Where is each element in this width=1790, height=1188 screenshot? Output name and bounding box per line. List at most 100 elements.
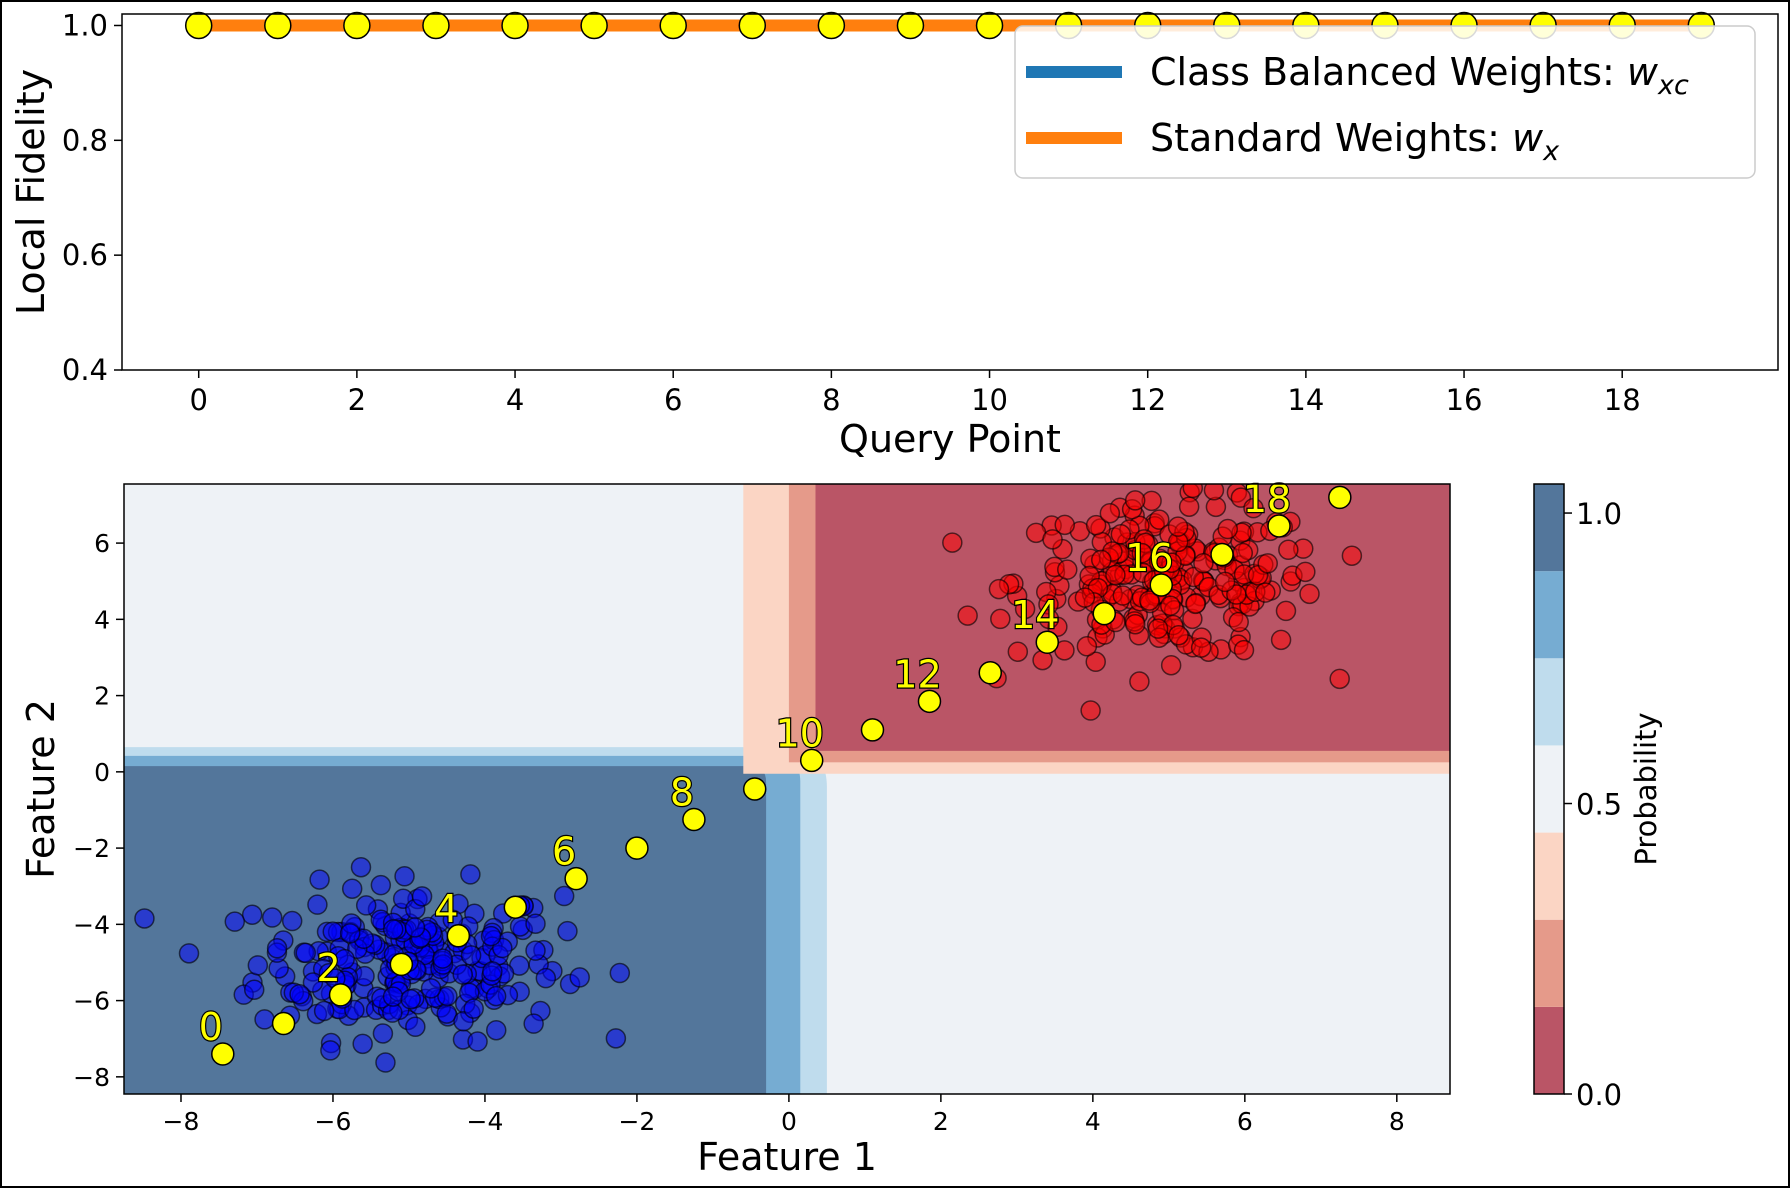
query-point-11 bbox=[860, 718, 885, 742]
colorbar-band-3 bbox=[1534, 745, 1564, 833]
cluster-0-point bbox=[243, 979, 265, 1000]
cluster-0-point bbox=[307, 894, 328, 915]
cluster-1-point bbox=[1168, 624, 1189, 646]
feature2-tick-label-0: −8 bbox=[73, 1063, 110, 1092]
cluster-1-point bbox=[1275, 600, 1297, 622]
cluster-0-point bbox=[525, 940, 546, 961]
cluster-0-point bbox=[394, 866, 415, 887]
cluster-0-point bbox=[420, 978, 442, 999]
feature2-tick-label-7: 6 bbox=[94, 529, 110, 558]
fidelity-xtick-label-3: 6 bbox=[664, 383, 682, 417]
query-point-7 bbox=[625, 836, 649, 860]
fidelity-ytick-label-1: 0.6 bbox=[62, 238, 108, 272]
cluster-0-point bbox=[405, 1016, 426, 1038]
cluster-1-point bbox=[1182, 484, 1204, 499]
query-point-label-0: 0 bbox=[199, 1005, 223, 1049]
cluster-0-point bbox=[411, 886, 433, 907]
query-point-17 bbox=[1210, 542, 1234, 567]
cluster-0-point bbox=[352, 1033, 373, 1055]
cluster-1-point bbox=[1038, 608, 1060, 630]
cluster-1-point bbox=[1255, 582, 1276, 603]
query-point-label-4: 4 bbox=[434, 887, 458, 931]
cluster-0-point bbox=[382, 919, 404, 940]
fidelity-marker-6 bbox=[659, 11, 687, 40]
cluster-1-point bbox=[1054, 514, 1075, 536]
cluster-0-point bbox=[400, 989, 421, 1010]
legend-label-standard: Standard Weights: wx bbox=[1150, 116, 1560, 167]
query-point-8 bbox=[682, 807, 706, 832]
decision-plot-frame bbox=[123, 483, 1451, 1095]
cluster-1-point bbox=[1014, 598, 1036, 620]
fidelity-xtick-label-0: 0 bbox=[189, 383, 207, 417]
cluster-1-point bbox=[1124, 490, 1146, 511]
fidelity-xtick-label-7: 14 bbox=[1287, 383, 1324, 417]
cluster-0-point bbox=[523, 1013, 544, 1034]
query-point-2 bbox=[328, 983, 353, 1007]
cluster-0-point bbox=[178, 943, 200, 964]
cluster-0-point bbox=[134, 908, 155, 929]
cluster-0-point bbox=[382, 986, 404, 1007]
cluster-1-point bbox=[988, 578, 1010, 600]
cluster-0-point bbox=[605, 1028, 627, 1049]
cluster-1-point bbox=[1105, 564, 1126, 586]
fidelity-marker-10 bbox=[975, 11, 1004, 40]
cluster-1-point bbox=[1214, 571, 1236, 593]
cluster-0-point bbox=[460, 945, 482, 966]
cluster-1-point bbox=[957, 605, 978, 626]
cluster-1-point bbox=[1091, 549, 1112, 571]
cluster-1-point bbox=[942, 532, 963, 553]
fidelity-marker-4 bbox=[501, 11, 529, 40]
cluster-0-point bbox=[404, 917, 426, 938]
feature1-tick-label-7: 6 bbox=[1237, 1107, 1253, 1136]
fidelity-marker-0 bbox=[184, 11, 213, 40]
cluster-1-point bbox=[1131, 542, 1153, 564]
cluster-1-point bbox=[1148, 551, 1170, 572]
cluster-1-point bbox=[990, 608, 1011, 630]
cluster-0-point bbox=[467, 1031, 488, 1052]
cluster-0-point bbox=[432, 948, 453, 969]
cluster-0-point bbox=[261, 907, 283, 928]
cluster-0-point bbox=[525, 913, 546, 934]
fidelity-x-axis-label: Query Point bbox=[839, 417, 1061, 461]
cluster-0-point bbox=[452, 964, 473, 985]
cluster-1-point bbox=[1299, 583, 1320, 605]
cluster-0-point bbox=[247, 955, 269, 976]
cluster-1-point bbox=[1232, 542, 1254, 564]
feature2-tick-label-5: 2 bbox=[94, 682, 110, 711]
fidelity-xtick-label-8: 16 bbox=[1446, 383, 1483, 417]
feature2-tick-label-1: −6 bbox=[73, 987, 110, 1016]
cluster-1-point bbox=[1076, 636, 1098, 657]
cluster-0-point bbox=[482, 961, 503, 982]
fidelity-marker-9 bbox=[896, 11, 925, 40]
colorbar-label: Probability bbox=[1629, 712, 1663, 865]
cluster-0-point bbox=[569, 967, 590, 988]
cluster-1-point bbox=[1074, 587, 1096, 608]
colorbar-tick-label-1: 0.5 bbox=[1576, 788, 1622, 822]
cluster-1-point bbox=[1042, 529, 1063, 550]
cluster-1-point bbox=[1167, 516, 1189, 537]
colorbar-band-1 bbox=[1534, 919, 1564, 1007]
query-point-9 bbox=[742, 777, 767, 801]
cluster-0-point bbox=[313, 1000, 335, 1022]
cluster-0-point bbox=[460, 864, 481, 885]
fidelity-xtick-label-2: 4 bbox=[506, 383, 524, 417]
cluster-0-point bbox=[281, 910, 303, 932]
cluster-1-point bbox=[1129, 671, 1150, 692]
cluster-0-point bbox=[350, 856, 372, 878]
feature2-tick-label-3: −2 bbox=[73, 834, 110, 863]
fidelity-xtick-label-5: 10 bbox=[971, 383, 1008, 417]
fidelity-ytick-label-2: 0.8 bbox=[62, 123, 108, 157]
feature1-tick-label-5: 2 bbox=[933, 1107, 949, 1136]
cluster-1-point bbox=[1257, 553, 1278, 574]
cluster-0-point bbox=[334, 948, 355, 970]
query-point-13 bbox=[978, 660, 1003, 685]
feature2-tick-label-2: −4 bbox=[73, 910, 110, 939]
colorbar-frame bbox=[1533, 483, 1565, 1095]
feature2-tick-label-4: 0 bbox=[94, 758, 110, 787]
query-point-18 bbox=[1267, 514, 1291, 538]
feature1-tick-label-4: 0 bbox=[781, 1107, 797, 1136]
cluster-0-point bbox=[309, 869, 330, 890]
fidelity-plot: 0 2 4 6 8 10 12 14 16 18 0.4 0.6 0.8 1.0 Query Point… bbox=[9, 8, 1779, 461]
cluster-0-point bbox=[355, 895, 377, 916]
